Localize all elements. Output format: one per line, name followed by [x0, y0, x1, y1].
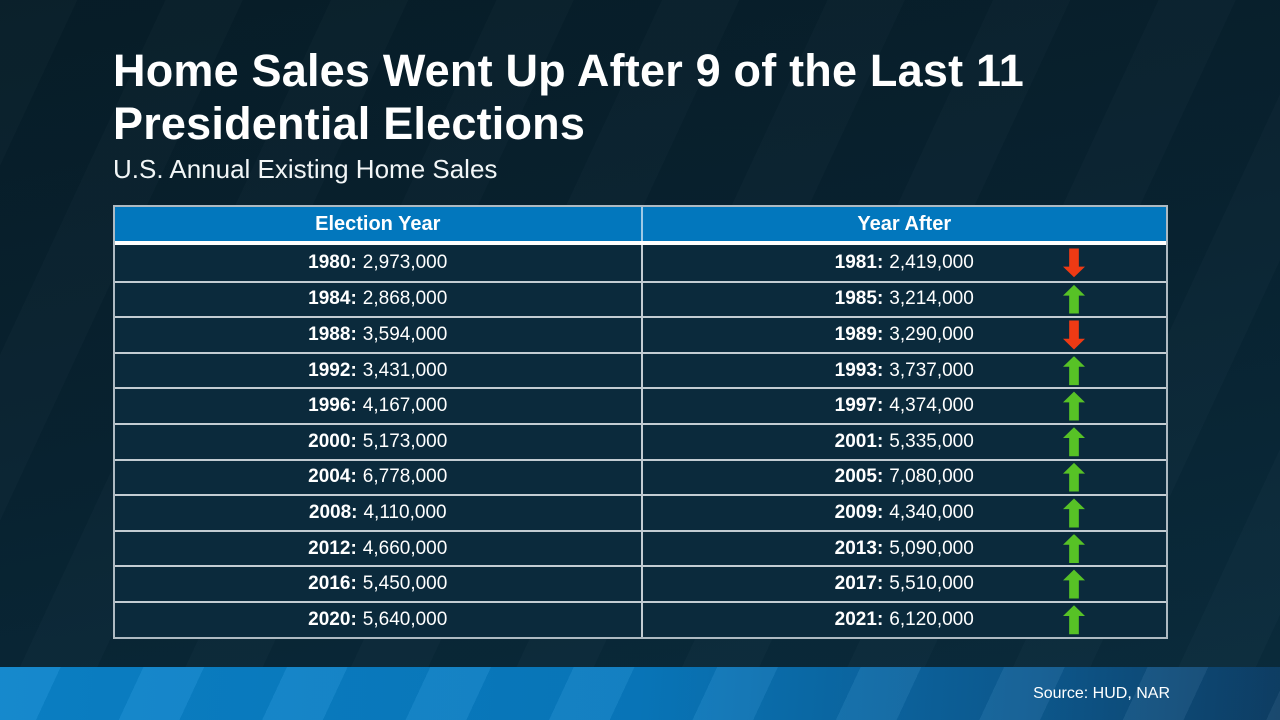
table-row: 2004: 6,778,000 2005: 7,080,000 — [115, 458, 1167, 495]
next-year-label: 2005: — [834, 466, 884, 488]
election-year-cell: 1988: 3,594,000 — [115, 318, 641, 352]
next-year-label: 1981: — [834, 251, 884, 273]
next-year-sales-value: 3,214,000 — [889, 288, 974, 310]
next-year-label: 2017: — [834, 573, 884, 595]
next-year-sales-value: 5,510,000 — [889, 573, 974, 595]
election-year-cell: 2000: 5,173,000 — [115, 425, 641, 459]
next-year-sales-value: 4,340,000 — [889, 501, 974, 523]
trend-up-arrow-icon — [1063, 427, 1085, 457]
next-year-sales-value: 5,335,000 — [889, 430, 974, 452]
election-sales-value: 6,778,000 — [362, 466, 448, 488]
election-year-label: 2004: — [308, 466, 357, 488]
year-after-cell: 2017: 5,510,000 — [640, 567, 1167, 601]
table-row: 2016: 5,450,000 2017: 5,510,000 — [115, 565, 1166, 601]
election-year-cell: 1992: 3,431,000 — [115, 354, 641, 388]
election-sales-value: 4,110,000 — [363, 501, 447, 523]
table-row: 1984: 2,868,000 1985: 3,214,000 — [115, 280, 1167, 317]
election-sales-value: 3,594,000 — [362, 323, 448, 345]
election-year-label: 1996: — [308, 395, 357, 417]
trend-up-arrow-icon — [1063, 569, 1085, 599]
table-body: 1980: 2,973,000 1981: 2,419,000 1984: 2,… — [115, 245, 1166, 637]
trend-down-arrow-icon — [1063, 248, 1085, 278]
table-row: 2020: 5,640,000 2021: 6,120,000 — [115, 600, 1167, 637]
next-year-sales-value: 5,090,000 — [889, 537, 974, 559]
election-year-label: 2000: — [308, 430, 357, 452]
year-after-cell: 2005: 7,080,000 — [640, 460, 1167, 495]
election-year-cell: 2020: 5,640,000 — [115, 603, 641, 637]
election-sales-value: 4,660,000 — [362, 537, 448, 559]
trend-up-arrow-icon — [1063, 356, 1085, 386]
election-sales-value: 5,450,000 — [362, 573, 448, 595]
table-header-row: Election Year Year After — [115, 207, 1166, 245]
slide-title: Home Sales Went Up After 9 of the Last 1… — [113, 44, 1024, 150]
election-year-label: 2020: — [308, 608, 357, 630]
year-after-cell: 1989: 3,290,000 — [640, 318, 1167, 352]
slide-title-line2: Presidential Elections — [113, 98, 586, 149]
year-after-cell: 1981: 2,419,000 — [640, 245, 1167, 281]
next-year-label: 2001: — [834, 430, 884, 452]
year-after-cell: 2021: 6,120,000 — [640, 602, 1167, 637]
election-sales-value: 5,173,000 — [362, 430, 448, 452]
next-year-label: 1989: — [834, 323, 884, 345]
election-year-cell: 1980: 2,973,000 — [115, 245, 641, 281]
next-year-sales-value: 6,120,000 — [889, 608, 974, 630]
next-year-label: 2013: — [834, 537, 884, 559]
source-attribution: Source: HUD, NAR — [1033, 684, 1170, 702]
table-row: 1996: 4,167,000 1997: 4,374,000 — [115, 387, 1166, 423]
election-year-cell: 2008: 4,110,000 — [115, 496, 641, 530]
election-sales-value: 2,868,000 — [362, 288, 448, 310]
trend-up-arrow-icon — [1063, 605, 1085, 635]
election-year-label: 2016: — [308, 573, 357, 595]
election-year-label: 1992: — [308, 359, 357, 381]
election-sales-value: 3,431,000 — [362, 359, 448, 381]
trend-down-arrow-icon — [1063, 320, 1085, 350]
column-header-year-after: Year After — [640, 207, 1167, 241]
table-row: 1988: 3,594,000 1989: 3,290,000 — [115, 316, 1166, 352]
next-year-sales-value: 4,374,000 — [889, 395, 974, 417]
table-row: 2000: 5,173,000 2001: 5,335,000 — [115, 422, 1167, 459]
year-after-cell: 2013: 5,090,000 — [640, 531, 1167, 566]
trend-up-arrow-icon — [1063, 391, 1085, 421]
table-row: 2008: 4,110,000 2009: 4,340,000 — [115, 494, 1166, 530]
election-year-cell: 2016: 5,450,000 — [115, 567, 641, 601]
election-year-cell: 2012: 4,660,000 — [115, 532, 641, 566]
next-year-sales-value: 2,419,000 — [889, 251, 974, 273]
trend-up-arrow-icon — [1063, 498, 1085, 528]
next-year-label: 1993: — [834, 359, 884, 381]
next-year-sales-value: 3,737,000 — [889, 359, 974, 381]
election-year-cell: 2004: 6,778,000 — [115, 461, 641, 495]
trend-up-arrow-icon — [1063, 462, 1085, 492]
election-year-label: 1988: — [308, 323, 357, 345]
trend-up-arrow-icon — [1063, 284, 1085, 314]
next-year-label: 2021: — [834, 608, 884, 630]
next-year-sales-value: 7,080,000 — [889, 466, 974, 488]
slide-subtitle: U.S. Annual Existing Home Sales — [113, 154, 498, 184]
year-after-cell: 2009: 4,340,000 — [640, 496, 1167, 530]
year-after-cell: 2001: 5,335,000 — [640, 424, 1167, 459]
election-year-label: 1980: — [308, 251, 357, 273]
election-sales-value: 2,973,000 — [362, 251, 448, 273]
table-row: 2012: 4,660,000 2013: 5,090,000 — [115, 529, 1167, 566]
trend-up-arrow-icon — [1063, 534, 1085, 564]
election-year-label: 2012: — [308, 537, 357, 559]
year-after-cell: 1993: 3,737,000 — [640, 353, 1167, 388]
next-year-label: 1997: — [834, 395, 884, 417]
footer-band: Source: HUD, NAR — [0, 667, 1280, 720]
next-year-sales-value: 3,290,000 — [889, 323, 974, 345]
election-year-label: 2008: — [308, 501, 358, 523]
election-sales-value: 4,167,000 — [362, 395, 448, 417]
table-row: 1980: 2,973,000 1981: 2,419,000 — [115, 245, 1166, 281]
year-after-cell: 1985: 3,214,000 — [640, 282, 1167, 317]
slide-title-line1: Home Sales Went Up After 9 of the Last 1… — [113, 45, 1024, 96]
column-header-election-year: Election Year — [315, 212, 441, 235]
table-row: 1992: 3,431,000 1993: 3,737,000 — [115, 351, 1167, 388]
next-year-label: 2009: — [834, 501, 884, 523]
election-year-cell: 1996: 4,167,000 — [115, 389, 641, 423]
year-after-cell: 1997: 4,374,000 — [640, 389, 1167, 423]
home-sales-table: Election Year Year After 1980: 2,973,000… — [113, 205, 1168, 639]
election-year-label: 1984: — [308, 288, 357, 310]
election-sales-value: 5,640,000 — [362, 608, 448, 630]
next-year-label: 1985: — [834, 288, 884, 310]
election-year-cell: 1984: 2,868,000 — [115, 283, 641, 317]
